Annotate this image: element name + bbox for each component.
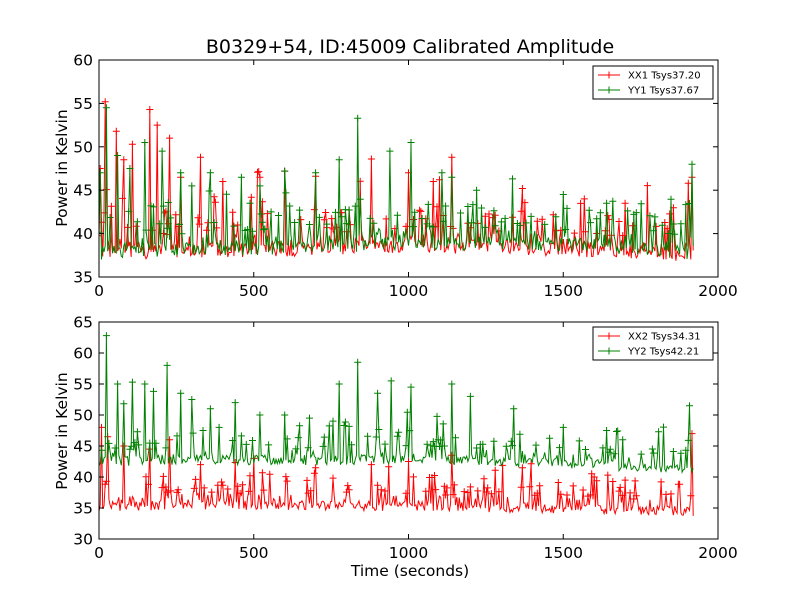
bottom-series-layer: [99, 332, 696, 517]
y-tick-label: 35: [73, 500, 93, 518]
bottom-subplot: 0 500 1000 1500 2000 30 35 40 45 50 55 60 65 Power i…: [53, 314, 738, 581]
series-markers: [99, 423, 696, 503]
series-markers: [99, 332, 693, 458]
y-tick-label: 35: [73, 269, 93, 287]
x-tick-label: 2000: [698, 282, 737, 300]
y-tick-label: 40: [73, 225, 93, 243]
y-tick-label: 65: [73, 314, 93, 332]
legend-item: YY1 Tsys37.67: [598, 86, 699, 97]
bottom-y-axis-label: Power in Kelvin: [53, 372, 71, 489]
x-tick-label: 2000: [698, 544, 737, 562]
x-tick-label: 500: [239, 282, 269, 300]
y-tick-label: 50: [73, 138, 93, 156]
top-legend: XX1 Tsys37.20 YY1 Tsys37.67: [592, 65, 714, 100]
legend-label: YY1 Tsys37.67: [627, 86, 699, 97]
y-tick-label: 60: [73, 52, 93, 70]
legend-marker: [605, 332, 613, 340]
series-markers: [99, 104, 696, 238]
x-tick-label: 500: [239, 544, 269, 562]
bottom-ticks-layer: 0 500 1000 1500 2000 30 35 40 45 50 55 60 65: [73, 314, 737, 563]
x-tick-label: 1000: [389, 544, 428, 562]
y-tick-label: 60: [73, 345, 93, 363]
top-y-axis-label: Power in Kelvin: [53, 109, 71, 226]
y-tick-label: 55: [73, 376, 93, 394]
top-subplot: 0 500 1000 1500 2000 35 40 45 50 55 60 Power in Ke…: [53, 52, 738, 301]
y-tick-label: 45: [73, 438, 93, 456]
top-ticks-layer: 0 500 1000 1500 2000 35 40 45 50 55 60: [73, 52, 737, 301]
legend-item: XX1 Tsys37.20: [598, 71, 701, 82]
series-line: [99, 335, 694, 475]
top-series-layer: [99, 98, 696, 261]
x-tick-label: 0: [94, 282, 104, 300]
legend-label: XX2 Tsys34.31: [628, 332, 701, 343]
legend-marker: [605, 347, 613, 355]
bottom-legend: XX2 Tsys34.31 YY2 Tsys42.21: [592, 326, 714, 361]
legend-box: [592, 326, 714, 361]
y-tick-label: 55: [73, 95, 93, 113]
figure-title: B0329+54, ID:45009 Calibrated Amplitude: [206, 36, 614, 58]
x-axis-label: Time (seconds): [350, 562, 469, 580]
series-xx2: [99, 423, 696, 517]
legend-label: YY2 Tsys42.21: [627, 347, 699, 358]
x-tick-label: 1500: [544, 544, 583, 562]
series-yy2: [99, 332, 694, 475]
legend-marker: [605, 71, 613, 79]
y-tick-label: 40: [73, 469, 93, 487]
series-line: [99, 107, 694, 260]
x-tick-label: 0: [94, 544, 104, 562]
series-yy1: [99, 104, 696, 260]
legend-marker: [605, 86, 613, 94]
legend-box: [592, 65, 714, 100]
y-tick-label: 30: [73, 531, 93, 549]
y-tick-label: 50: [73, 407, 93, 425]
legend-item: XX2 Tsys34.31: [598, 332, 701, 343]
x-tick-label: 1000: [389, 282, 428, 300]
legend-item: YY2 Tsys42.21: [598, 347, 699, 358]
y-tick-label: 45: [73, 182, 93, 200]
x-tick-label: 1500: [544, 282, 583, 300]
legend-label: XX1 Tsys37.20: [628, 71, 701, 82]
